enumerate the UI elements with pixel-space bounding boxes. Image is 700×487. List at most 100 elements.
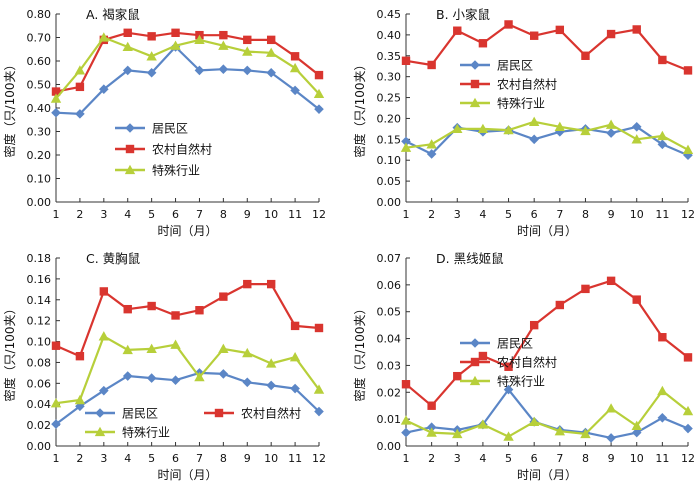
x-tick-label: 8 [220, 452, 227, 465]
legend-marker [214, 408, 224, 418]
data-point [657, 139, 668, 150]
data-point [314, 104, 324, 114]
x-tick-label: 1 [53, 208, 60, 221]
legend-item-rural: 农村自然村 [460, 355, 557, 370]
x-tick-label: 4 [124, 208, 131, 221]
data-point [453, 371, 462, 381]
legend-item-rural: 农村自然村 [204, 406, 301, 421]
data-point [452, 428, 463, 439]
x-tick-label: 5 [505, 452, 512, 465]
x-tick-label: 6 [172, 208, 179, 221]
data-point [554, 426, 566, 436]
y-tick-label: 0.30 [27, 126, 52, 139]
data-point [123, 28, 132, 37]
legend-item-special: 特殊行业 [460, 96, 545, 111]
data-point [528, 116, 540, 126]
x-tick-label: 12 [312, 208, 326, 221]
data-point [146, 373, 157, 383]
y-axis-title: 密度（只/100夹） [2, 59, 17, 158]
data-point [401, 380, 411, 389]
legend-marker [95, 408, 105, 418]
data-point [606, 433, 616, 443]
y-axis-title: 密度（只/100夹） [2, 303, 17, 402]
legend-marker [94, 426, 106, 437]
data-point [74, 65, 86, 75]
y-tick-label: 0.70 [27, 32, 52, 45]
data-point [606, 29, 616, 39]
x-tick-label: 12 [312, 452, 326, 465]
data-point [194, 371, 205, 382]
data-point [658, 333, 667, 342]
data-point [266, 279, 276, 289]
y-axis-title: 密度（只/100夹） [352, 303, 367, 402]
legend-marker [470, 79, 480, 89]
data-point [218, 369, 229, 379]
data-point [123, 304, 132, 314]
data-point [99, 287, 109, 296]
x-tick-label: 9 [608, 208, 615, 221]
data-point [631, 427, 642, 438]
legend-label: 特殊行业 [497, 374, 545, 389]
y-tick-label: 0.00 [377, 196, 402, 209]
data-point [529, 320, 539, 330]
legend-marker [124, 164, 136, 175]
data-point [313, 384, 325, 394]
x-tick-label: 11 [655, 208, 669, 221]
legend-marker [470, 357, 480, 367]
legend-item-residential: 居民区 [115, 122, 188, 136]
y-tick-label: 0.40 [377, 29, 402, 42]
y-tick-label: 0.50 [27, 79, 52, 92]
data-point [503, 431, 514, 441]
y-tick-label: 0.05 [377, 175, 402, 188]
series-line [405, 23, 689, 72]
y-tick-label: 0.10 [27, 336, 52, 349]
legend-label: 特殊行业 [122, 425, 170, 440]
legend-label: 农村自然村 [497, 355, 557, 370]
x-axis-title: 时间（月） [157, 468, 217, 482]
data-point [266, 35, 276, 45]
data-point [243, 279, 252, 289]
chart-panel-4: 0.000.010.020.030.040.050.060.071 2 3 4 5 6 7 8… [352, 251, 695, 482]
data-point [195, 306, 204, 315]
x-tick-label: 10 [630, 208, 644, 221]
data-point [632, 25, 641, 34]
data-point [122, 371, 133, 381]
x-tick-label: 7 [196, 208, 203, 221]
data-point [170, 375, 181, 385]
legend-marker [469, 97, 481, 108]
data-point [170, 40, 181, 50]
x-tick-label: 3 [454, 452, 461, 465]
series-rural [51, 279, 324, 361]
series-line [405, 389, 689, 438]
data-point [75, 351, 85, 361]
legend-label: 特殊行业 [497, 96, 545, 111]
data-point [478, 351, 488, 361]
data-point [682, 405, 694, 416]
data-point [631, 122, 642, 132]
data-point [313, 88, 325, 99]
data-point [683, 150, 693, 161]
x-tick-label: 7 [556, 208, 563, 221]
data-point [51, 107, 61, 118]
y-tick-label: 0.02 [377, 386, 402, 399]
series-special [50, 32, 325, 103]
data-point [242, 46, 253, 56]
x-tick-label: 5 [505, 208, 512, 221]
data-point [401, 56, 411, 65]
x-tick-label: 2 [428, 208, 435, 221]
chart-panel-2: 0.00 0.05 0.10 0.15 0.20 0.25 0.30 0.35 0.40 0.45… [352, 7, 695, 238]
x-tick-label: 10 [630, 452, 644, 465]
panel-title: D. 黑线姬鼠 [436, 251, 504, 266]
y-tick-label: 0.15 [377, 133, 402, 146]
data-point [218, 343, 229, 354]
data-point [219, 30, 228, 40]
chart-panel-1: 0.000.100.200.300.400.500.600.700.801 2 3 4… [2, 7, 326, 238]
data-point [427, 401, 436, 410]
chart-panel-3: 0.00 0.02 0.04 0.06 0.08 0.10 0.12 0.14 0.16 0.18… [2, 251, 326, 482]
data-point [146, 67, 157, 78]
data-point [122, 65, 133, 76]
series-line [55, 283, 320, 358]
data-point [503, 124, 514, 135]
